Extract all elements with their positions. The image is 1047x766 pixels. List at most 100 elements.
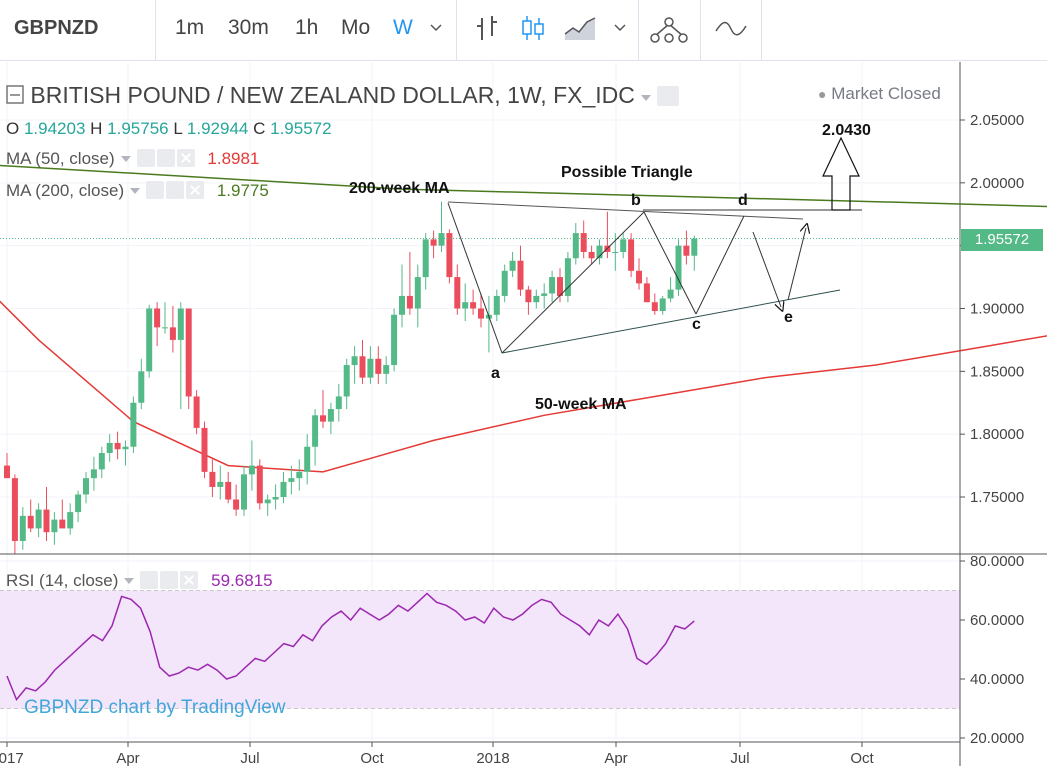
candle-body [146,308,153,372]
candle-body [296,471,303,479]
price-tick-label: 2.00000 [970,175,1024,192]
candles-chart-type-icon[interactable] [520,14,546,44]
candle-body [75,494,82,513]
title-chevron-icon[interactable] [640,95,651,101]
interval-1m-button[interactable]: 1m [175,16,205,39]
interval-dropdown-chevron-icon[interactable] [428,22,444,34]
rsi-tick-label: 20.0000 [970,730,1024,747]
top-toolbar: GBPNZD 1m 30m 1h Mo W [0,0,1047,61]
candle-body [67,512,74,529]
rsi-eye-icon[interactable] [140,571,159,589]
collapse-legend-icon[interactable] [6,85,24,105]
ma50-eye-icon[interactable] [136,149,155,167]
candle-body [320,415,326,422]
ma50-annotation: 50-week MA [535,396,627,413]
candle-body [399,295,405,315]
wave-b-label: b [631,192,641,209]
interval-month-button[interactable]: Mo [341,16,371,39]
ma50-legend-label: MA (50, close) [6,149,115,168]
candle-body [596,245,603,259]
interval-week-button[interactable]: W [393,16,413,39]
ma200-line [0,164,1047,208]
rsi-band [0,590,960,709]
price-tick-label: 1.75000 [970,489,1024,506]
toolbar-divider [155,0,156,60]
low-value: 1.92944 [186,119,249,138]
interval-1h-button[interactable]: 1h [295,16,319,39]
candle-body [106,442,113,454]
candle-body [462,302,469,309]
indicators-icon[interactable] [649,14,689,46]
ma200-legend-label: MA (200, close) [6,181,125,200]
ma200-remove-icon[interactable] [186,181,205,199]
candle-body [225,481,232,500]
chart-type-dropdown-chevron-icon[interactable] [612,22,628,34]
price-tick-label: 1.80000 [970,426,1024,443]
candle-body [659,298,666,312]
rsi-settings-icon[interactable] [160,571,179,589]
ma50-chevron-icon[interactable] [120,156,131,162]
candle-body [438,233,445,246]
candle-body [414,277,421,309]
candle-body [122,446,129,450]
market-status-text: Market Closed [831,84,941,103]
candle-body [541,293,548,296]
candle-body [256,465,263,504]
rsi-series [6,592,695,702]
rsi-chevron-icon[interactable] [124,578,135,584]
candle-body [667,289,674,299]
candle-body [636,270,642,284]
candle-body [90,469,97,479]
rsi-legend[interactable]: RSI (14, close) 59.6815 [6,571,273,591]
candle-body [138,371,145,403]
candle-body [241,474,247,510]
rsi-remove-icon[interactable] [180,571,199,589]
candle-body [493,295,500,315]
ma50-legend[interactable]: MA (50, close) 1.8981 [6,149,259,169]
time-tick-label: Apr [604,750,627,766]
candle-body [312,415,319,447]
candle-body [35,509,42,529]
tradingview-watermark[interactable]: GBPNZD chart by TradingView [24,697,286,718]
wave-d-leg [695,215,745,315]
rsi-band-fill [0,590,960,709]
projection-breakout-leg [787,228,806,301]
candle-body [643,283,650,303]
close-label: C [253,119,266,138]
area-chart-type-icon[interactable] [563,14,597,44]
rsi-tick-label: 60.0000 [970,612,1024,629]
symbol-search-button[interactable]: GBPNZD [14,17,99,39]
ma50-remove-icon[interactable] [176,149,195,167]
candle-body [209,471,216,487]
candle-body [304,446,311,472]
candle-body [351,356,358,366]
candle-body [549,277,556,294]
rsi-tick-label: 40.0000 [970,671,1024,688]
time-tick-label: Jul [730,750,749,766]
compare-icon[interactable] [713,14,749,44]
wave-a-leg [447,202,503,354]
ma50-settings-icon[interactable] [156,149,175,167]
ma200-eye-icon[interactable] [146,181,165,199]
candle-body [217,481,224,487]
toolbar-divider [638,0,639,60]
ma200-legend[interactable]: MA (200, close) 1.9775 [6,181,269,201]
candle-body [367,358,374,378]
candle-body [406,295,413,309]
candle-body [201,427,208,472]
eye-visibility-icon[interactable] [656,86,679,106]
rsi-legend-label: RSI (14, close) [6,571,119,590]
toolbar-divider [761,0,762,60]
ma200-settings-icon[interactable] [166,181,185,199]
candle-body [51,519,58,533]
ma200-chevron-icon[interactable] [130,188,141,194]
candle-body [272,497,279,500]
price-tick-label: 1.90000 [970,301,1024,318]
wave-a-label: a [491,365,500,382]
low-label: L [173,119,183,138]
bars-chart-type-icon[interactable] [474,14,500,44]
candle-body [327,409,334,422]
market-status: ● Market Closed [818,84,941,104]
interval-30m-button[interactable]: 30m [228,16,269,39]
